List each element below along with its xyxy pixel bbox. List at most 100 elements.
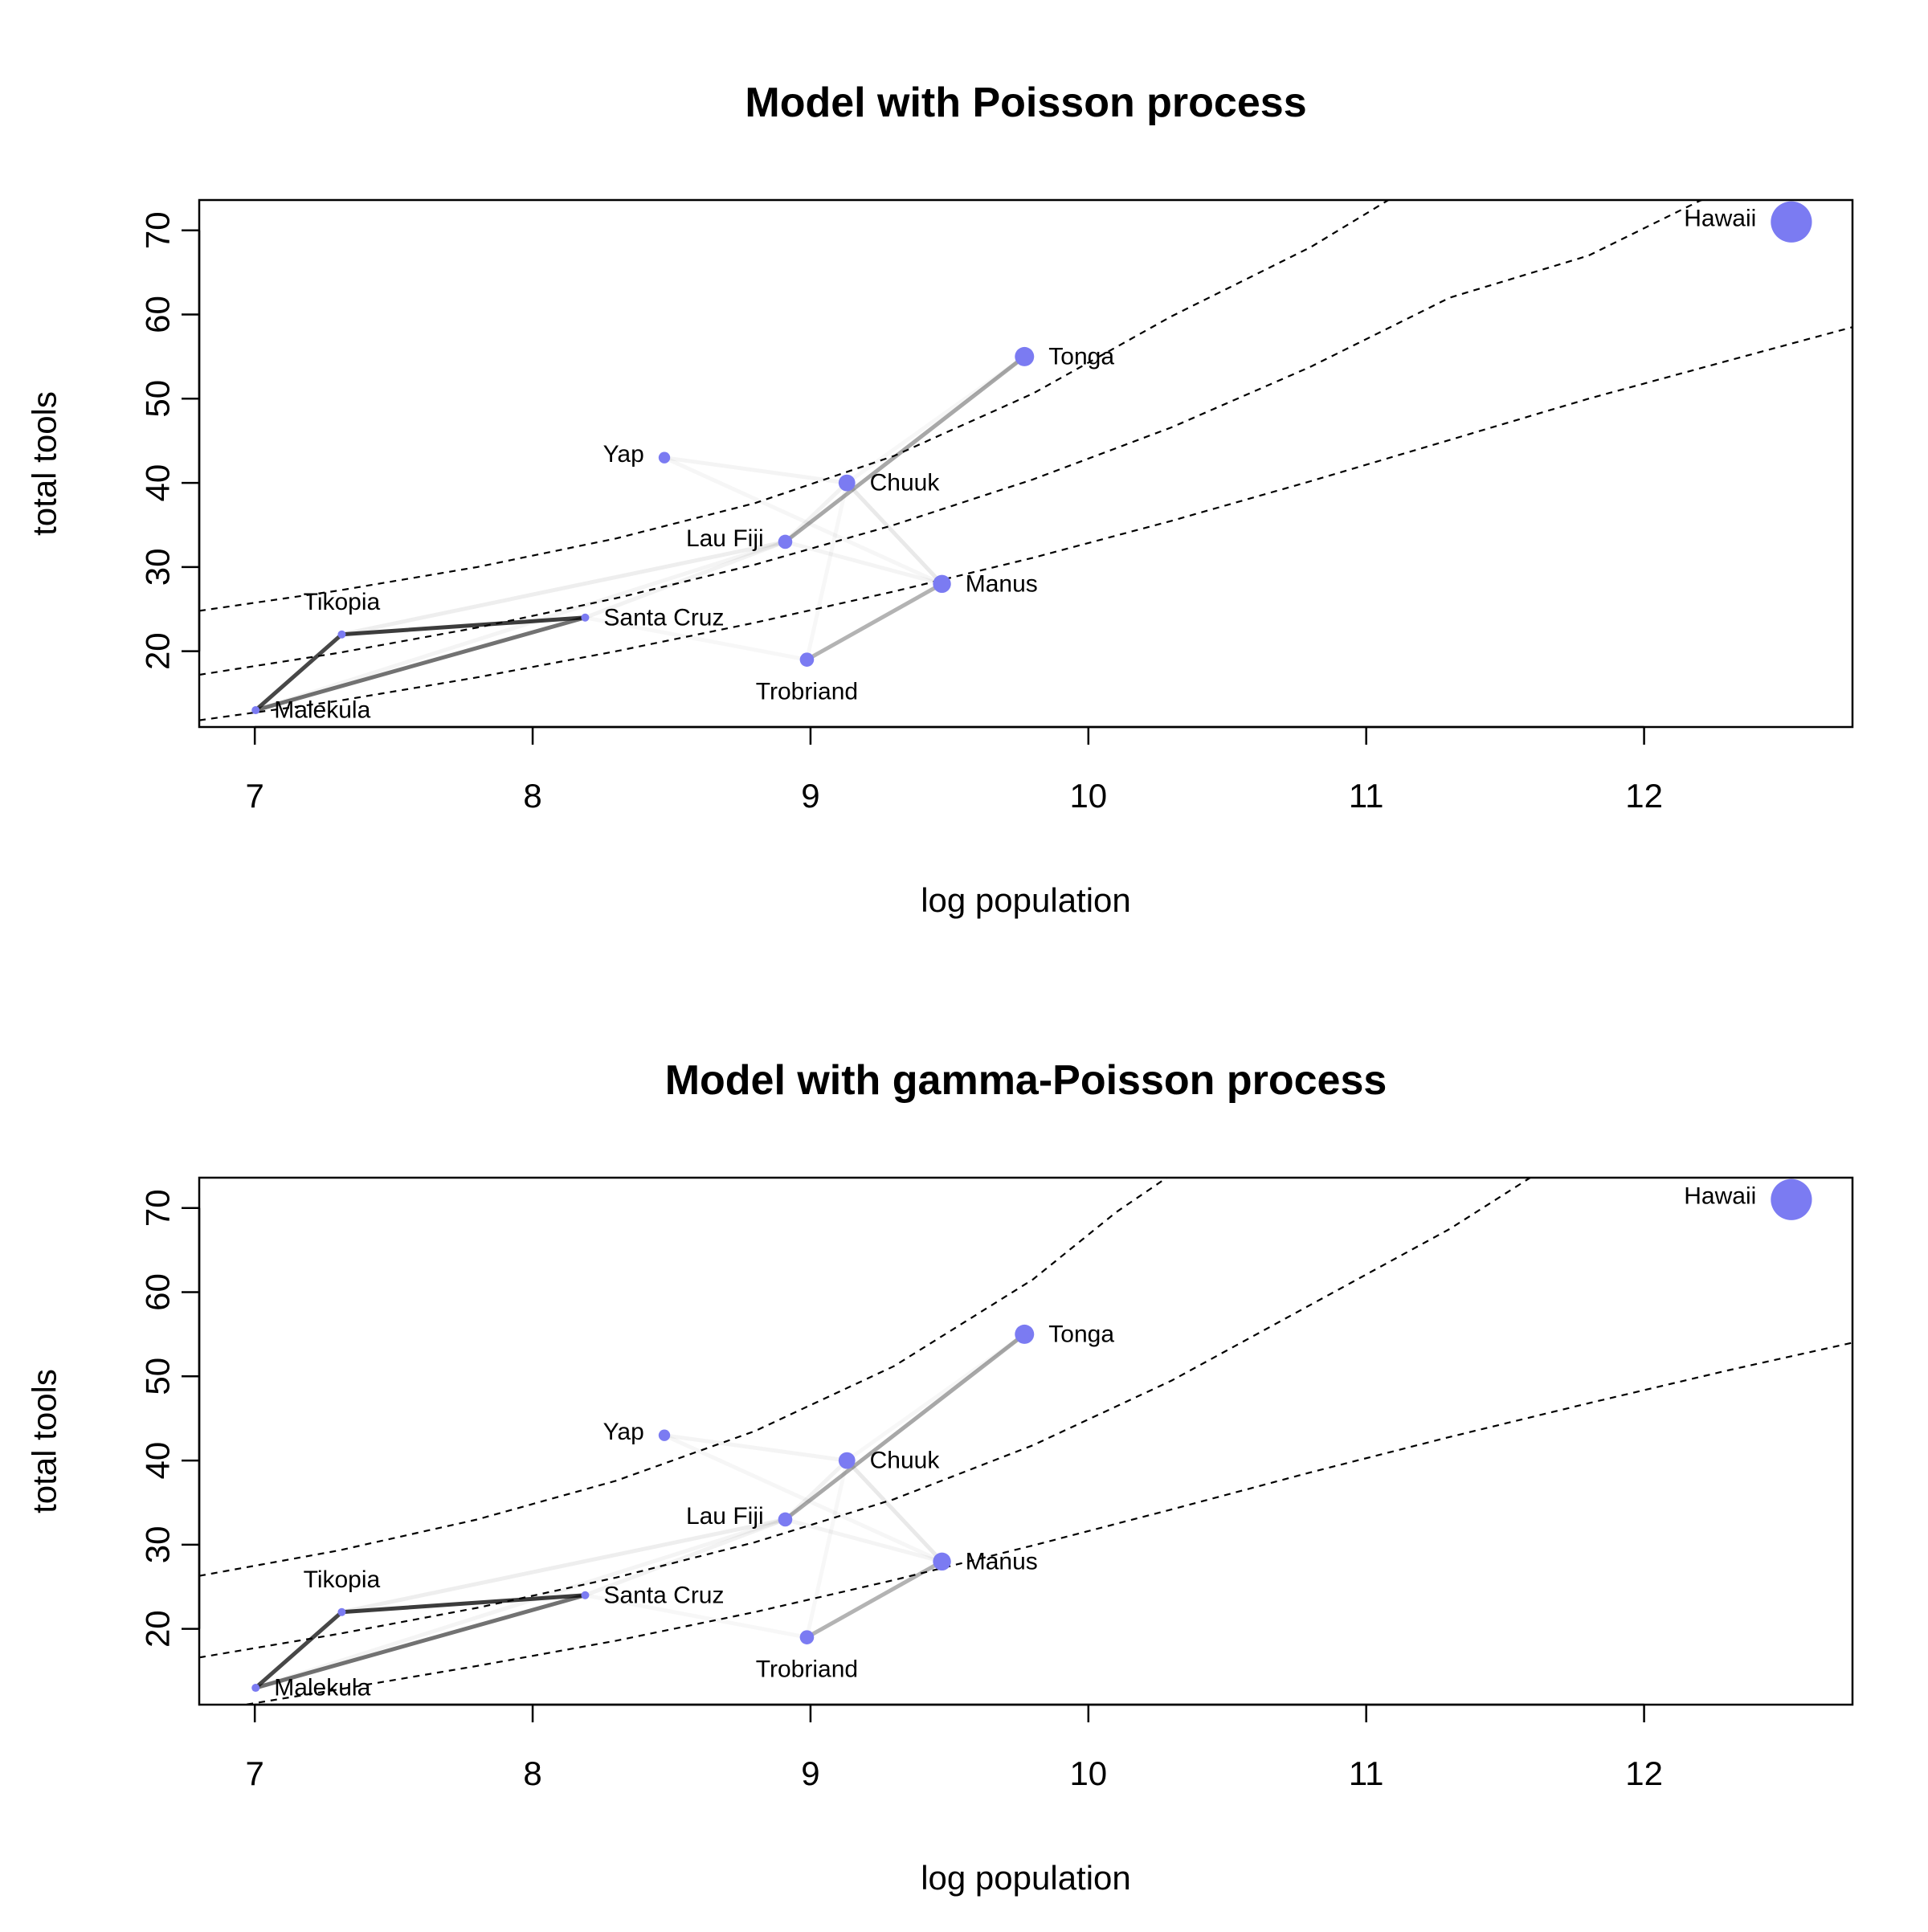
point-label: Yap <box>603 1419 644 1445</box>
x-tick-label: 9 <box>801 1754 819 1792</box>
point-lau-fiji <box>778 1512 793 1527</box>
y-tick-label: 30 <box>139 1526 177 1564</box>
x-tick-label: 11 <box>1349 1754 1384 1792</box>
x-tick-label: 10 <box>1069 777 1107 815</box>
link-line <box>804 1559 945 1640</box>
point-yap <box>658 451 671 464</box>
y-tick-label: 60 <box>139 1273 177 1311</box>
point-tonga <box>1015 1324 1035 1344</box>
link-line <box>253 615 587 713</box>
y-tick-label: 70 <box>139 211 177 249</box>
x-tick-label: 12 <box>1625 1754 1663 1792</box>
point-label: Hawaii <box>1684 1183 1756 1210</box>
point-label: Santa Cruz <box>603 604 724 631</box>
point-label: Santa Cruz <box>603 1582 724 1608</box>
x-tick-label: 7 <box>245 1754 263 1792</box>
x-tick-label: 12 <box>1625 777 1663 815</box>
point-label: Hawaii <box>1684 206 1756 232</box>
link-line <box>662 1433 849 1463</box>
y-tick-label: 50 <box>139 1358 177 1395</box>
plot-area <box>199 1178 1852 1705</box>
curve-upper <box>199 1178 1169 1577</box>
point-manus <box>933 1552 951 1571</box>
point-chuuk <box>838 474 856 492</box>
x-tick-label: 8 <box>523 777 541 815</box>
point-label: Manus <box>966 1548 1038 1575</box>
y-tick-label: 30 <box>139 549 177 586</box>
link-line <box>782 480 849 544</box>
link-line <box>662 455 849 485</box>
point-label: Lau Fiji <box>686 525 764 552</box>
panel-poisson: Model with Poisson process 7 8 9 10 11 12 20 30 4… <box>26 80 1854 919</box>
link-line <box>782 1517 945 1564</box>
curve-lower <box>239 1342 1852 1705</box>
x-tick-label: 10 <box>1069 1754 1107 1792</box>
point-tikopia <box>337 630 346 639</box>
point-label: Manus <box>966 570 1038 597</box>
point-malekula <box>251 1684 260 1693</box>
y-tick-label: 50 <box>139 380 177 418</box>
link-line <box>339 539 787 637</box>
point-tonga <box>1015 346 1035 366</box>
point-hawaii <box>1771 201 1812 243</box>
point-trobriand <box>799 652 815 667</box>
link-line <box>253 1593 587 1690</box>
link-line <box>844 1458 945 1564</box>
link-line <box>844 480 945 586</box>
x-tick-label: 7 <box>245 777 263 815</box>
link-line <box>847 1334 1024 1460</box>
point-hawaii <box>1771 1178 1812 1220</box>
link-line <box>847 357 1024 483</box>
point-malekula <box>251 706 260 715</box>
link-line <box>339 615 587 637</box>
link-line <box>582 539 787 620</box>
x-tick-label: 11 <box>1349 777 1384 815</box>
link-line <box>253 539 787 713</box>
link-line <box>339 1517 787 1615</box>
y-tick-label: 40 <box>139 1442 177 1480</box>
x-tick-label: 8 <box>523 1754 541 1792</box>
point-santa-cruz <box>581 1591 590 1599</box>
point-label: Tikopia <box>304 1566 381 1593</box>
curve-lower <box>199 326 1852 721</box>
point-label: Tonga <box>1048 1321 1114 1347</box>
point-label: Malekula <box>274 697 370 724</box>
y-tick-label: 40 <box>139 464 177 502</box>
point-label: Chuuk <box>870 1448 941 1474</box>
y-tick-label: 60 <box>139 296 177 333</box>
link-line <box>339 1593 587 1615</box>
point-yap <box>658 1429 671 1441</box>
link-line <box>782 539 945 586</box>
point-chuuk <box>838 1452 856 1469</box>
x-axis-label: log population <box>921 1859 1131 1897</box>
curve-mean <box>199 1178 1532 1659</box>
link-line <box>253 632 344 713</box>
link-line <box>804 582 945 662</box>
x-tick-label: 9 <box>801 777 819 815</box>
y-tick-label: 70 <box>139 1189 177 1227</box>
y-tick-label: 20 <box>139 632 177 670</box>
y-axis-label: total tools <box>26 391 63 536</box>
point-label: Trobriand <box>756 679 858 705</box>
point-manus <box>933 574 951 594</box>
link-line <box>782 354 1027 544</box>
y-tick-label: 20 <box>139 1610 177 1648</box>
point-label: Lau Fiji <box>686 1503 764 1530</box>
x-axis-label: log population <box>921 881 1131 919</box>
panel-gamma-poisson: Model with gamma-Poisson process 7 8 9 10 11 1… <box>26 1057 1854 1897</box>
y-axis-label: total tools <box>26 1369 63 1513</box>
curve-mean <box>199 200 1705 676</box>
link-line <box>253 1610 344 1690</box>
chart-title: Model with gamma-Poisson process <box>665 1057 1387 1104</box>
chart-title: Model with Poisson process <box>745 80 1306 126</box>
link-line <box>253 1517 787 1690</box>
point-lau-fiji <box>778 534 793 549</box>
link-line <box>782 1332 1027 1522</box>
point-label: Malekula <box>274 1675 370 1701</box>
link-line <box>582 1517 787 1598</box>
plot-area <box>199 200 1852 721</box>
point-trobriand <box>799 1630 815 1644</box>
point-label: Trobriand <box>756 1656 858 1683</box>
